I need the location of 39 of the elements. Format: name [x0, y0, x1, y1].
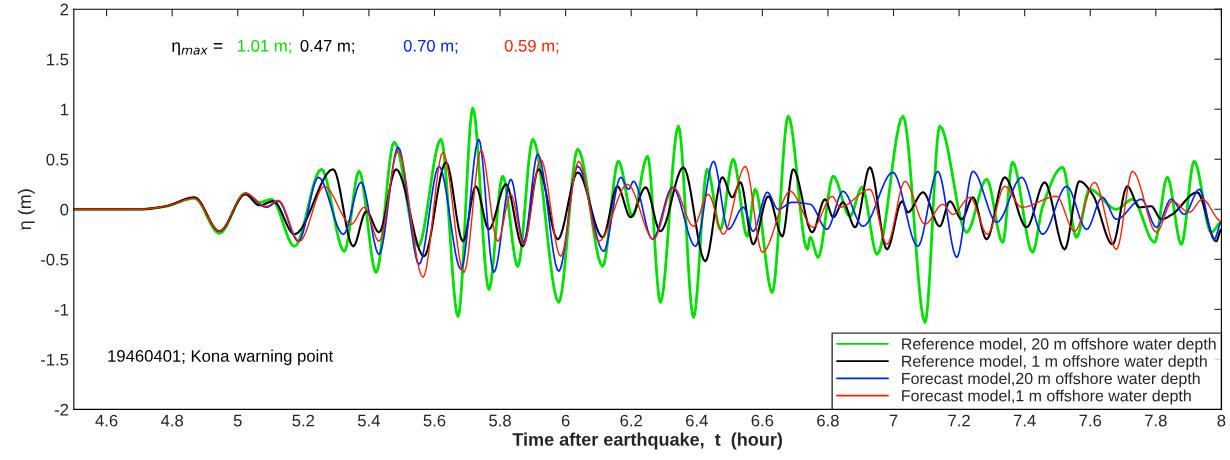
x-tick-label: 6 — [561, 414, 570, 427]
x-tick-label: 6.8 — [817, 414, 839, 427]
annotation: 1.01 m; — [238, 39, 291, 54]
y-tick-label: 0.5 — [46, 153, 69, 166]
x-tick-label: 5.8 — [489, 414, 511, 427]
y-tick-label: -0.5 — [40, 253, 69, 266]
y-axis-title: η (m) — [17, 189, 35, 230]
y-tick-label: -2 — [54, 403, 69, 416]
x-tick-label: 5 — [233, 414, 242, 427]
annotation: 19460401; Kona warning point — [108, 349, 334, 366]
annotation: 0.70 m; — [403, 39, 458, 54]
annotation: 0.59 m; — [504, 39, 559, 54]
x-tick-label: 5.6 — [423, 414, 446, 427]
x-tick-label: 7.2 — [948, 414, 970, 427]
y-tick-label: 1.5 — [47, 53, 69, 66]
x-tick-label: 4.6 — [95, 414, 118, 427]
x-tick-label: 7.8 — [1145, 414, 1167, 427]
y-tick-label: 0 — [60, 203, 69, 216]
y-tick-label: -1.5 — [40, 353, 69, 366]
x-tick-label: 5.2 — [292, 414, 315, 427]
y-tick-label: 2 — [60, 3, 69, 16]
x-tick-label: 4.8 — [160, 414, 184, 427]
x-tick-label: 6.6 — [751, 414, 774, 427]
x-tick-label: 7.4 — [1013, 414, 1036, 427]
x-tick-label: 6.2 — [620, 414, 642, 427]
x-axis-title: Time after earthquake, t (hour) — [512, 432, 782, 450]
annotation: 0.47 m; — [300, 39, 354, 54]
y-tick-label: 1 — [60, 103, 69, 116]
x-tick-label: 7.6 — [1079, 414, 1102, 427]
annotation: η$_{max}$ = — [172, 42, 223, 56]
x-tick-label: 7 — [889, 414, 898, 427]
x-tick-label: 6.4 — [686, 414, 708, 427]
legend-label: Reference model, 20 m offshore water depth — [902, 337, 1216, 353]
legend-label: Reference model, 1 m offshore water depth — [902, 355, 1207, 371]
legend-label: Forecast model,1 m offshore water depth — [902, 389, 1191, 405]
legend-label: Forecast model,20 m offshore water depth — [902, 372, 1200, 388]
y-tick-label: -1 — [54, 303, 69, 316]
x-tick-label: 8 — [1217, 414, 1226, 427]
x-tick-label: 5.4 — [357, 414, 380, 427]
